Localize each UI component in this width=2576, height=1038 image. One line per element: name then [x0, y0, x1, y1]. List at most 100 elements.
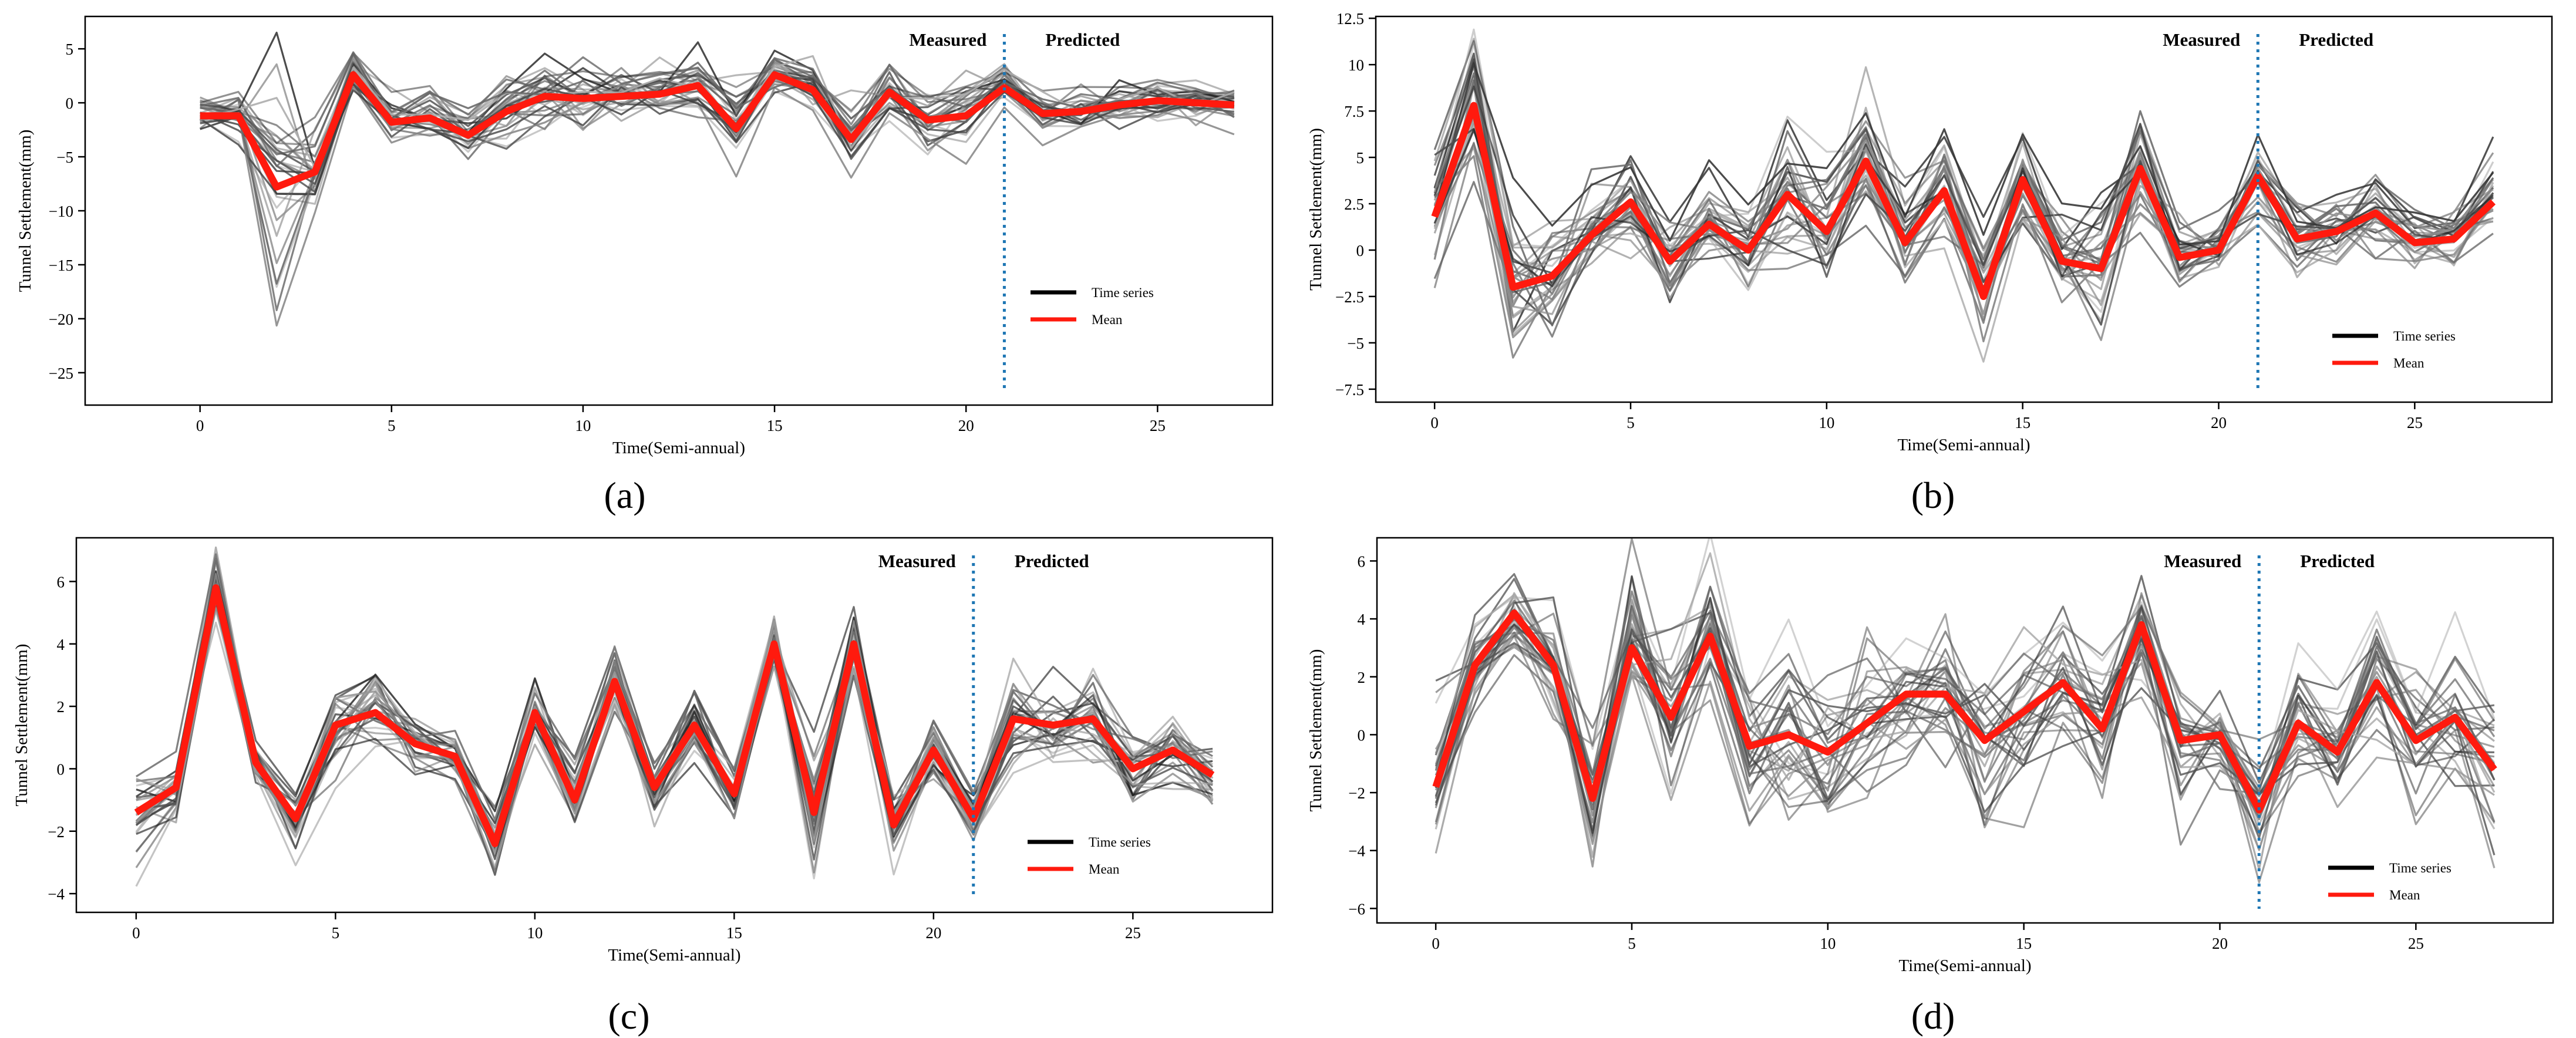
- x-tick-label: 10: [1819, 414, 1834, 432]
- legend-label-mean: Mean: [1089, 862, 1120, 877]
- legend: Time series Mean: [2332, 329, 2456, 370]
- y-axis-label: Tunnel Settlement(mm): [16, 130, 35, 292]
- x-tick-label: 5: [388, 417, 396, 434]
- x-tick-label: 0: [196, 417, 204, 434]
- legend: Time series Mean: [1031, 285, 1154, 327]
- y-tick-label: 2: [1358, 669, 1366, 686]
- legend-label-mean: Mean: [2389, 888, 2420, 902]
- y-tick-label: 0: [1358, 726, 1366, 744]
- panel-label: (d): [1911, 995, 1955, 1037]
- time-series-group: [1433, 28, 2494, 363]
- x-axis-label: Time(Semi-annual): [1897, 436, 2030, 454]
- time-series-line: [200, 31, 1235, 170]
- x-tick-label: 15: [767, 417, 783, 434]
- time-series-line: [1435, 632, 2495, 854]
- y-tick-label: 5: [66, 41, 74, 58]
- y-tick-label: −2: [48, 823, 65, 841]
- y-tick-label: 6: [57, 573, 65, 591]
- y-tick-label: 4: [57, 636, 65, 653]
- y-tick-label: −4: [1348, 842, 1365, 860]
- time-series-line: [1433, 79, 2494, 301]
- x-tick-label: 25: [1125, 924, 1141, 942]
- y-tick-label: 4: [1358, 611, 1366, 628]
- plot-frame: [1375, 15, 2553, 403]
- predicted-label: Predicted: [1045, 29, 1120, 50]
- mean-line: [134, 584, 1215, 847]
- y-tick-label: −7.5: [1335, 381, 1364, 399]
- time-series-line: [1433, 52, 2494, 326]
- predicted-label: Predicted: [1015, 551, 1089, 571]
- chart-panel-b: Measured Predicted 0 5 10 15 20 25 12.5 10 7.5 5 2.5…: [1306, 10, 2553, 516]
- mean-line: [1432, 609, 2497, 814]
- measured-label: Measured: [2164, 551, 2241, 571]
- x-axis-label: Time(Semi-annual): [1898, 956, 2031, 975]
- time-series-line: [136, 572, 1214, 842]
- legend-label-time-series: Time series: [1089, 835, 1151, 850]
- y-axis-label: Tunnel Settlement(mm): [12, 644, 31, 807]
- time-series-line: [1435, 596, 2495, 835]
- y-tick-label: −25: [49, 365, 73, 382]
- time-series-line: [200, 84, 1235, 327]
- y-tick-label: −5: [1347, 335, 1364, 352]
- y-tick-label: 0: [57, 760, 65, 778]
- time-series-line: [1433, 58, 2494, 333]
- y-tick-label: 0: [66, 95, 74, 112]
- legend-label-mean: Mean: [2393, 356, 2425, 370]
- chart-panel-a: Measured Predicted 0 5 10 15 20 25 5 0 −5 −10 −15 −20…: [16, 15, 1274, 516]
- legend-label-time-series: Time series: [2389, 861, 2452, 875]
- legend: Time series Mean: [2328, 861, 2452, 902]
- y-tick-label: −10: [49, 203, 73, 220]
- mean-line: [200, 71, 1235, 191]
- panel-label: (b): [1911, 474, 1955, 516]
- y-tick-label: −15: [49, 257, 73, 274]
- y-tick-label: −2: [1348, 784, 1365, 802]
- time-series-line: [1433, 113, 2494, 291]
- plot-frame: [75, 537, 1274, 914]
- y-tick-label: 2: [57, 698, 65, 716]
- y-tick-label: 0: [1356, 242, 1365, 260]
- x-tick-label: 10: [575, 417, 591, 434]
- time-series-line: [1433, 40, 2494, 327]
- x-tick-label: 20: [925, 924, 941, 942]
- time-series-line: [200, 76, 1234, 163]
- y-tick-label: −20: [49, 311, 73, 328]
- plot-frame: [1376, 537, 2554, 924]
- y-tick-label: 7.5: [1344, 103, 1364, 120]
- x-tick-label: 20: [958, 417, 974, 434]
- x-tick-label: 0: [132, 924, 140, 942]
- panel-label: (c): [608, 995, 649, 1037]
- x-tick-label: 5: [332, 924, 340, 942]
- x-tick-label: 20: [2212, 935, 2228, 952]
- x-axis-label: Time(Semi-annual): [612, 439, 745, 457]
- time-series-line: [1433, 72, 2494, 287]
- time-series-group: [135, 546, 1214, 887]
- measured-label: Measured: [909, 29, 986, 50]
- time-series-line: [136, 588, 1214, 850]
- x-tick-label: 15: [2015, 414, 2031, 432]
- y-tick-label: 2.5: [1344, 196, 1364, 213]
- time-series-line: [1435, 538, 2496, 794]
- y-tick-label: −4: [48, 885, 65, 903]
- x-tick-label: 0: [1430, 414, 1439, 432]
- x-tick-label: 10: [1820, 935, 1836, 952]
- x-tick-label: 5: [1628, 935, 1636, 952]
- x-tick-label: 25: [2407, 414, 2423, 432]
- legend-label-time-series: Time series: [2393, 329, 2456, 343]
- y-tick-label: −5: [56, 149, 73, 166]
- y-tick-label: −6: [1348, 900, 1365, 918]
- x-axis-label: Time(Semi-annual): [608, 946, 740, 965]
- time-series-line: [135, 607, 1213, 887]
- y-tick-label: 12.5: [1336, 10, 1364, 28]
- x-tick-label: 25: [1150, 417, 1166, 434]
- x-tick-label: 25: [2408, 935, 2424, 952]
- y-tick-label: 6: [1358, 552, 1366, 570]
- y-tick-label: 10: [1348, 56, 1364, 74]
- predicted-label: Predicted: [2300, 551, 2375, 571]
- measured-label: Measured: [878, 551, 956, 571]
- time-series-line: [1435, 538, 2496, 792]
- legend-label-mean: Mean: [1092, 312, 1123, 327]
- legend: Time series Mean: [1028, 835, 1151, 877]
- panel-label: (a): [604, 474, 645, 516]
